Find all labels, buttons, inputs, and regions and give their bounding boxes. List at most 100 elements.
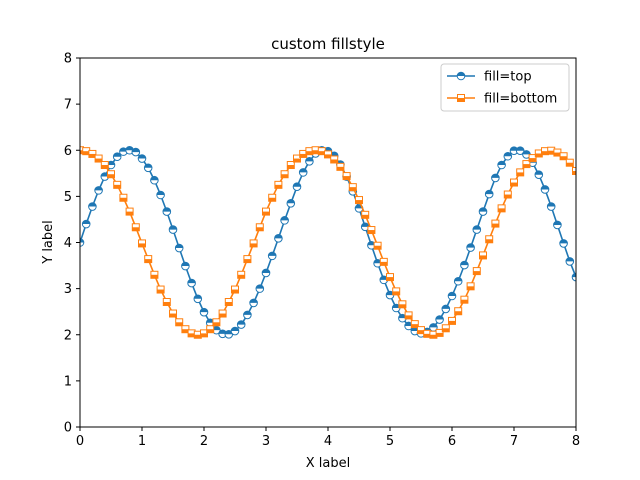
y-tick-label: 4 — [64, 236, 72, 251]
data-point — [497, 160, 506, 170]
data-point — [150, 270, 159, 279]
data-point — [119, 193, 128, 202]
data-point — [236, 320, 246, 329]
y-tick-label: 6 — [64, 144, 72, 159]
data-point — [249, 298, 258, 308]
data-point — [125, 145, 134, 155]
data-point — [286, 161, 295, 170]
data-point — [262, 207, 270, 216]
data-point — [553, 220, 562, 230]
data-point — [243, 255, 252, 264]
data-point — [404, 311, 413, 320]
data-point — [348, 183, 357, 192]
x-tick-label: 3 — [262, 434, 270, 449]
data-point — [509, 146, 519, 156]
legend-label: fill=bottom — [484, 92, 557, 107]
data-point — [144, 255, 153, 264]
data-point — [522, 160, 531, 169]
data-point — [138, 239, 146, 248]
y-axis: 0 1 2 3 4 5 6 7 8 — [64, 52, 80, 436]
data-point — [224, 298, 233, 307]
x-tick-label: 5 — [386, 434, 394, 449]
data-point — [373, 258, 382, 268]
series-layer — [80, 145, 576, 339]
data-point — [267, 251, 277, 261]
x-axis-label: X label — [306, 456, 350, 471]
legend-marker — [456, 71, 466, 81]
data-point — [181, 325, 190, 334]
data-point — [460, 295, 469, 304]
data-point — [336, 162, 345, 171]
data-point — [255, 284, 265, 293]
data-point — [503, 190, 512, 199]
data-point — [169, 309, 177, 318]
data-point — [206, 325, 215, 334]
y-tick-label: 1 — [64, 374, 72, 389]
legend-marker — [457, 94, 465, 102]
data-point — [200, 329, 208, 338]
data-point — [466, 282, 475, 291]
data-point — [379, 257, 388, 266]
data-point — [435, 328, 444, 337]
data-point — [88, 202, 97, 211]
y-tick-label: 3 — [64, 282, 72, 297]
y-tick-label: 5 — [64, 190, 72, 205]
data-point — [559, 152, 568, 161]
data-point — [243, 310, 252, 320]
data-point — [218, 309, 227, 318]
y-tick-label: 8 — [64, 52, 72, 67]
data-point — [385, 290, 395, 300]
data-point — [261, 268, 271, 278]
data-point — [447, 291, 457, 301]
y-tick-label: 7 — [64, 98, 72, 113]
data-point — [150, 175, 159, 185]
data-point — [472, 267, 481, 276]
data-point — [484, 189, 494, 199]
data-point — [572, 167, 576, 176]
data-point — [156, 285, 165, 294]
data-point — [162, 207, 172, 216]
data-point — [330, 155, 339, 164]
data-point — [162, 298, 171, 307]
data-point — [100, 172, 110, 181]
data-point — [559, 239, 568, 248]
data-point — [212, 318, 221, 327]
chart-title: custom fillstyle — [271, 35, 385, 53]
data-point — [528, 154, 537, 163]
x-tick-label: 6 — [448, 434, 456, 449]
data-point — [491, 219, 500, 228]
data-point — [367, 226, 376, 235]
data-point — [454, 307, 463, 316]
data-point — [286, 198, 296, 208]
data-point — [174, 243, 184, 253]
data-point — [100, 161, 109, 170]
data-point — [94, 186, 103, 195]
data-point — [292, 182, 302, 191]
data-point — [131, 147, 141, 157]
x-axis: 0 1 2 3 4 5 6 7 8 — [76, 427, 580, 449]
x-tick-label: 7 — [510, 434, 518, 449]
data-point — [199, 307, 209, 317]
data-point — [398, 313, 407, 323]
data-point — [485, 235, 494, 244]
data-point — [268, 193, 277, 202]
data-point — [565, 257, 575, 266]
legend: fill=top fill=bottom — [440, 63, 570, 112]
data-point — [410, 326, 420, 336]
data-point — [491, 173, 500, 183]
data-point — [571, 272, 576, 282]
data-point — [479, 251, 487, 260]
data-point — [88, 149, 97, 158]
data-point — [503, 151, 513, 161]
data-point — [324, 150, 332, 159]
data-point — [231, 285, 239, 294]
data-point — [274, 180, 283, 189]
data-point — [355, 196, 363, 205]
data-point — [218, 329, 227, 339]
data-point — [565, 158, 574, 167]
data-point — [472, 225, 482, 234]
data-point — [478, 207, 488, 216]
data-point — [113, 180, 122, 189]
data-point — [441, 304, 451, 314]
